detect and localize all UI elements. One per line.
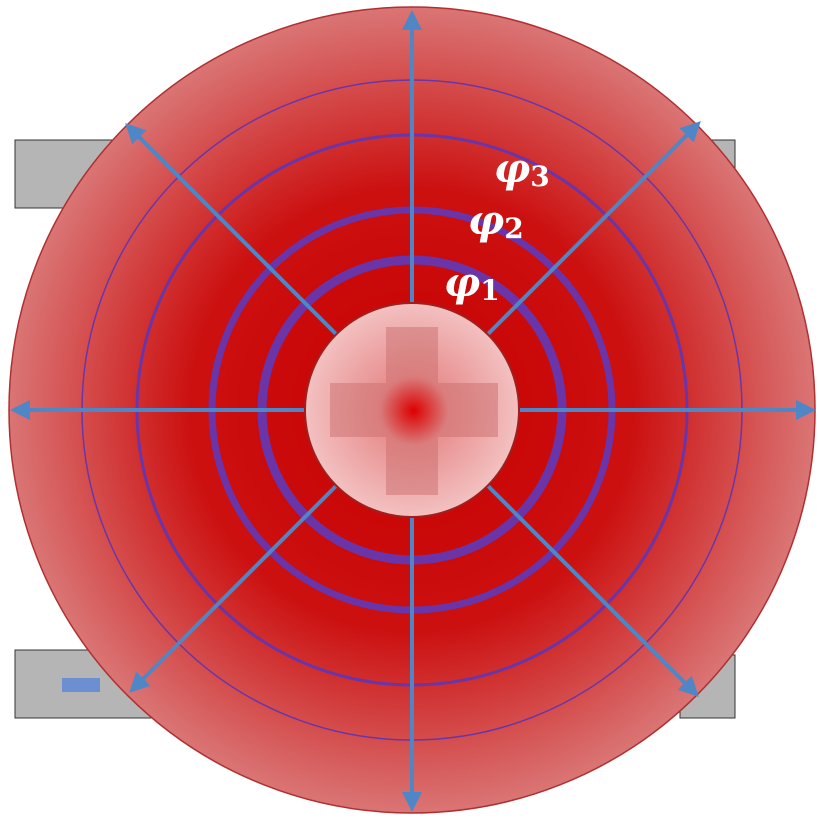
arrows <box>10 10 816 812</box>
arrow <box>125 123 338 336</box>
label-symbol: φ <box>468 197 504 244</box>
label-index: 2 <box>504 212 523 245</box>
cross-icon <box>330 327 498 495</box>
label-symbol: φ <box>494 145 530 192</box>
arrow <box>486 484 699 697</box>
label: φ2 <box>468 197 524 245</box>
arrow <box>129 484 338 693</box>
label-index: 1 <box>480 274 499 307</box>
icon <box>62 678 100 692</box>
label-index: 3 <box>530 160 549 193</box>
arrow <box>486 121 701 336</box>
label-symbol: φ <box>444 259 480 306</box>
label: φ1 <box>444 259 500 307</box>
label: φ3 <box>494 145 550 193</box>
